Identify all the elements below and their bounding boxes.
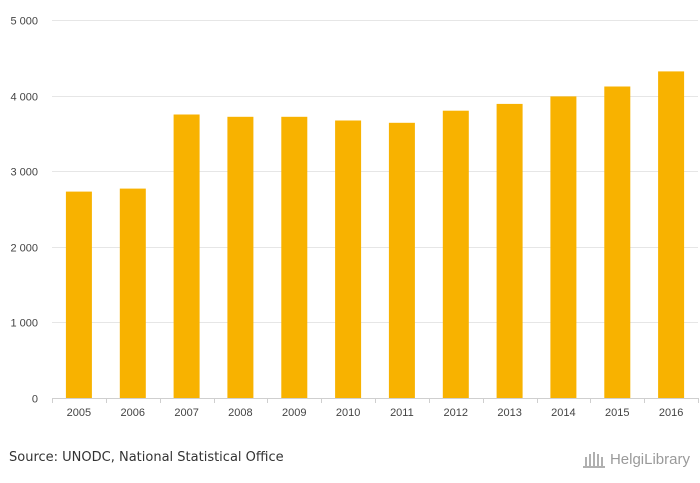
bar[interactable] (227, 116, 254, 399)
bar-chart: 0 1 000 2 000 3 000 4 000 5 000 2005 2006 2007 20… (10, 16, 699, 420)
x-tick-label: 2010 (336, 407, 360, 419)
x-tick-label: 2011 (390, 407, 414, 419)
brand-name: HelgiLibrary (609, 450, 690, 468)
x-tick-label: 2008 (228, 407, 252, 419)
bar[interactable] (604, 86, 631, 399)
y-tick-label: 2 000 (10, 243, 38, 255)
y-tick-label: 4 000 (10, 92, 38, 104)
bar[interactable] (658, 71, 685, 399)
bar[interactable] (496, 103, 523, 399)
brand-logo[interactable]: HelgiLibrary (582, 449, 690, 469)
x-tick-label: 2016 (659, 407, 683, 419)
x-tick-label: 2014 (551, 407, 575, 419)
bar[interactable] (388, 122, 415, 399)
bar-layer (65, 71, 685, 399)
y-tick-label: 3 000 (10, 167, 38, 179)
library-building-icon (582, 449, 606, 469)
source-note: Source: UNODC, National Statistical Offi… (9, 450, 284, 465)
y-tick-label: 0 (32, 394, 38, 406)
label-layer: 0 1 000 2 000 3 000 4 000 5 000 2005 2006 2007 20… (10, 16, 683, 420)
y-tick-label: 1 000 (10, 318, 38, 330)
bar[interactable] (335, 120, 362, 399)
bar[interactable] (65, 191, 92, 398)
bar[interactable] (119, 188, 146, 398)
x-tick-label: 2013 (497, 407, 521, 419)
x-tick-label: 2015 (605, 407, 629, 419)
x-tick-label: 2012 (444, 407, 468, 419)
bar[interactable] (281, 116, 308, 399)
x-tick-label: 2006 (121, 407, 145, 419)
y-tick-label: 5 000 (10, 16, 38, 28)
grid-layer (52, 20, 699, 403)
x-tick-label: 2007 (174, 407, 198, 419)
x-tick-label: 2005 (67, 407, 91, 419)
bar[interactable] (442, 110, 469, 398)
x-tick-label: 2009 (282, 407, 306, 419)
bar[interactable] (550, 96, 577, 399)
bar[interactable] (173, 114, 200, 399)
